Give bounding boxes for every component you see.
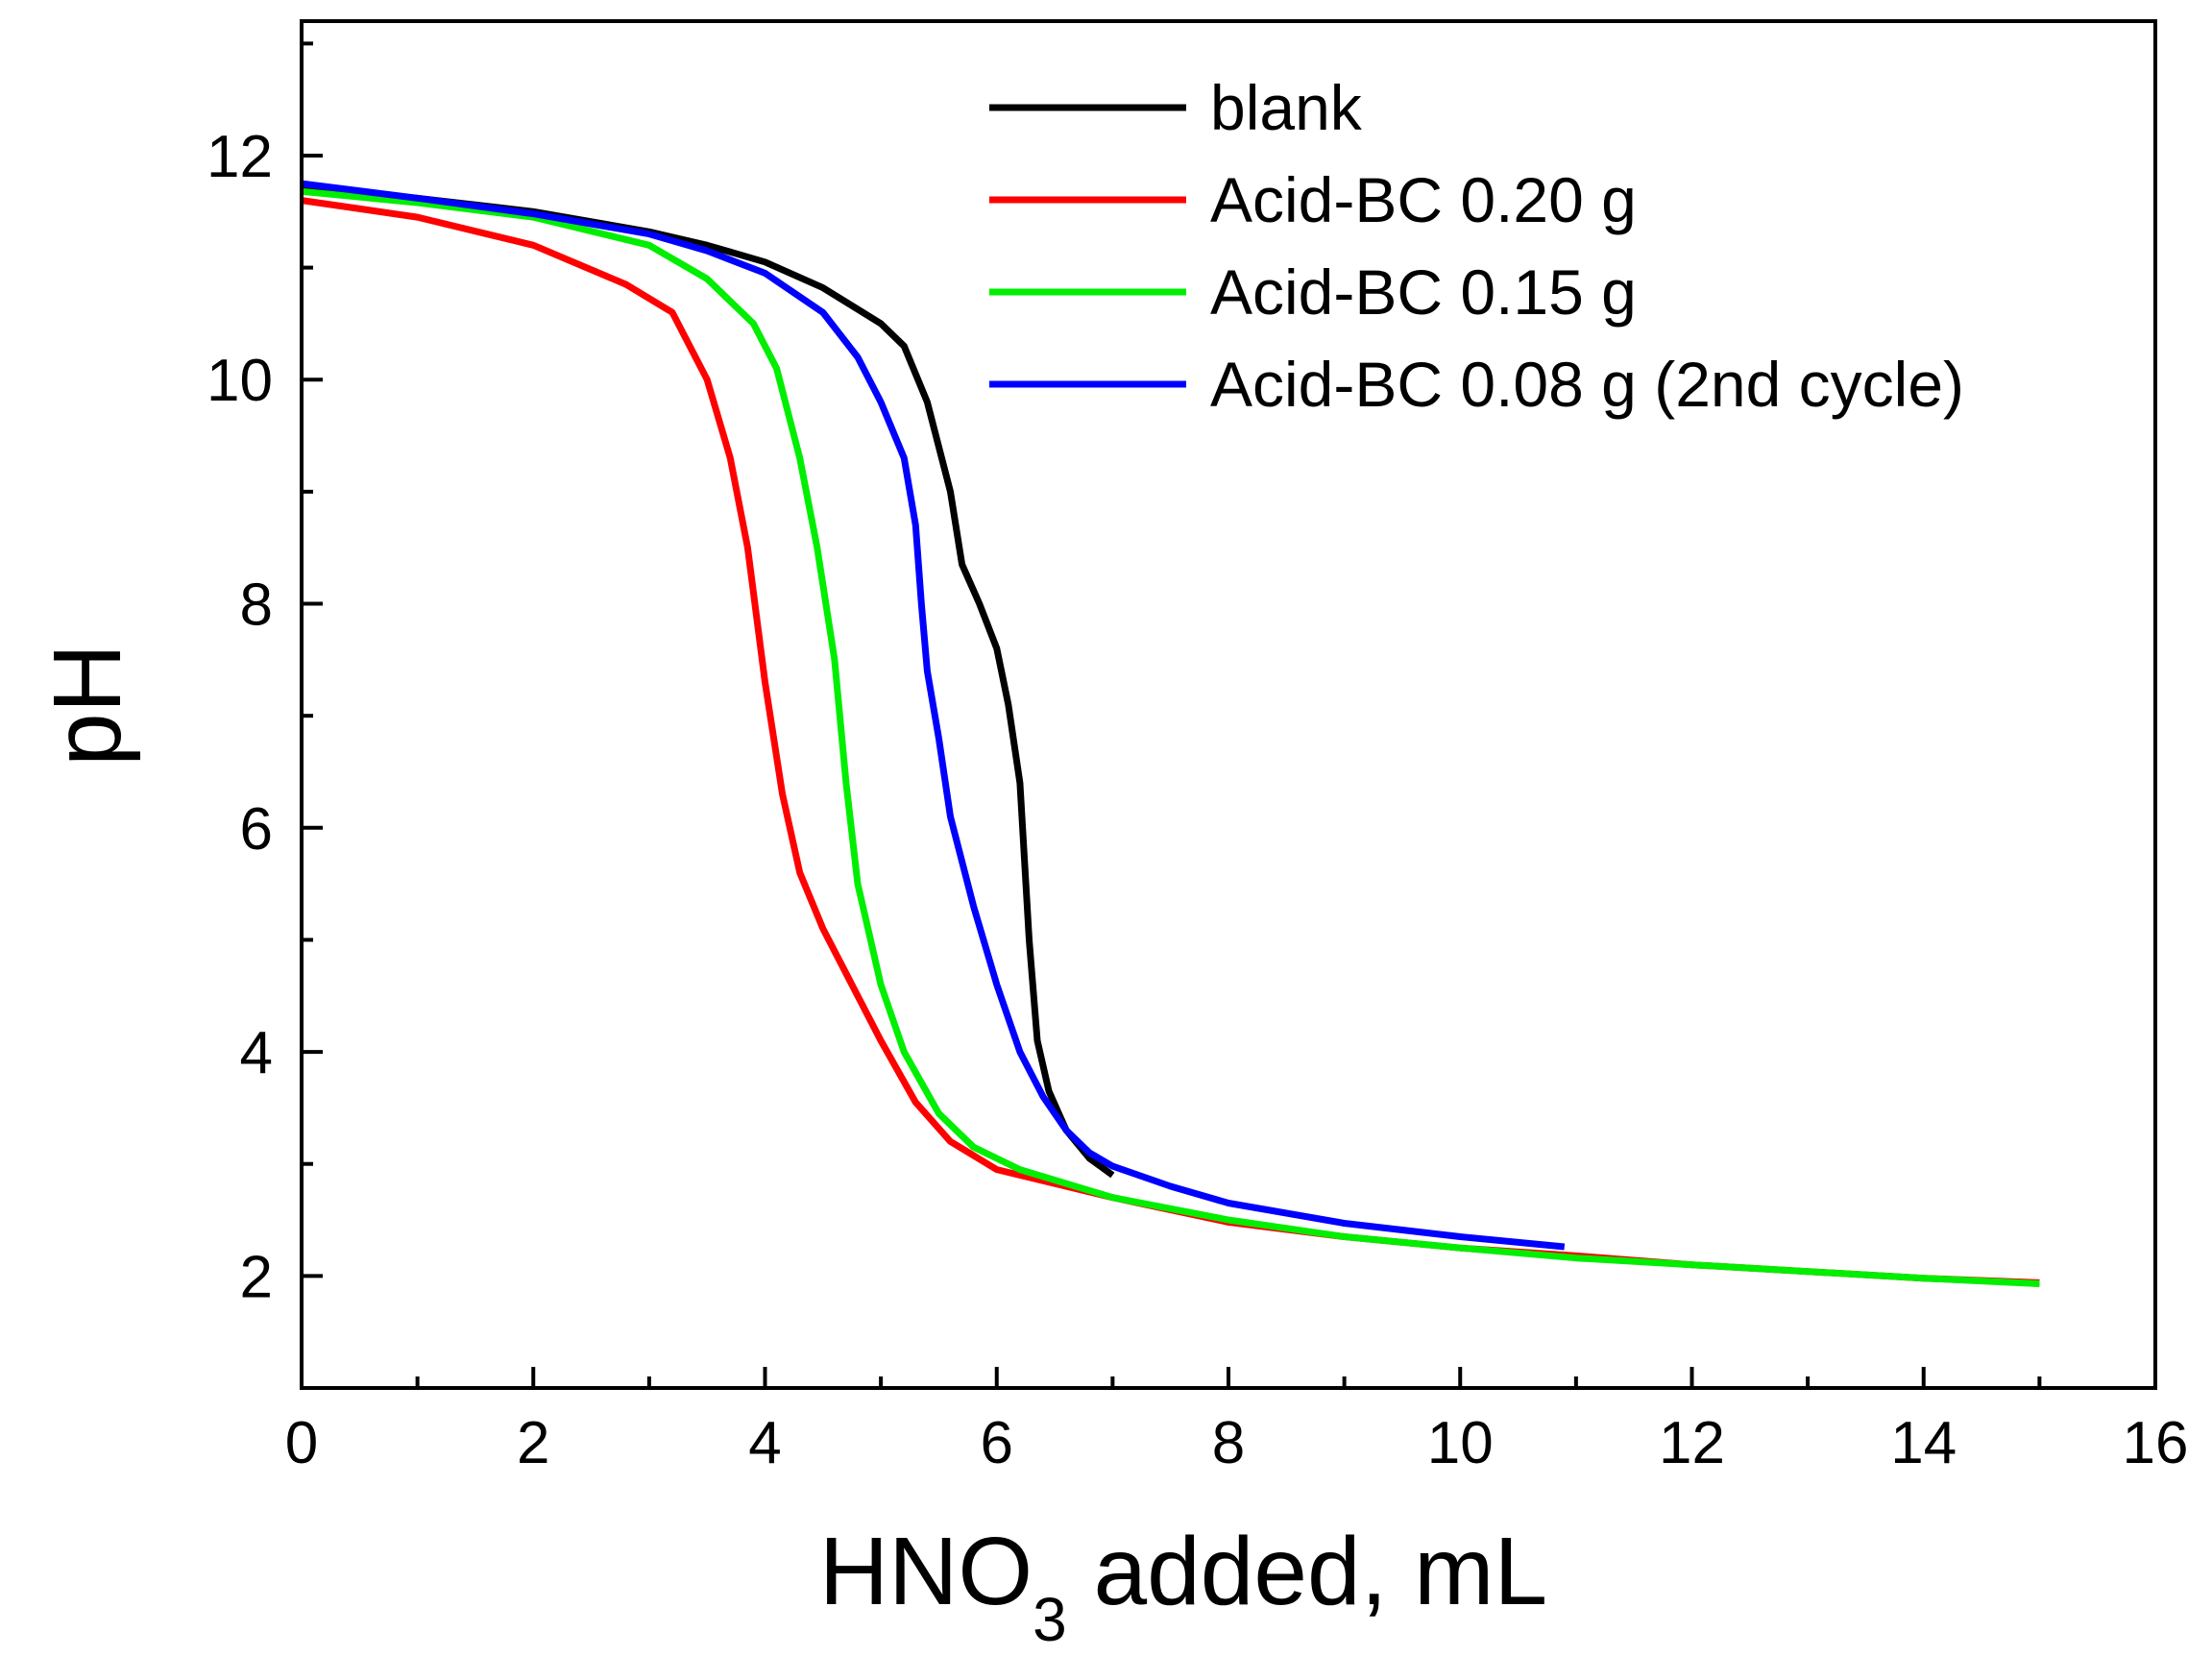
- series-line-acid-bc-0-15-g: [301, 187, 2040, 1287]
- legend-label-acid-bc-0-20-g: Acid-BC 0.20 g: [1210, 164, 1637, 235]
- x-tick-label: 0: [285, 1410, 318, 1476]
- y-tick-label: 6: [240, 796, 273, 863]
- x-axis-title-rest: added, mL: [1067, 1518, 1547, 1625]
- x-axis-title-main: HNO: [819, 1518, 1033, 1625]
- x-axis-title-subscript: 3: [1033, 1585, 1067, 1654]
- plot-frame: [300, 19, 2157, 1390]
- series-layer: [301, 180, 2040, 1287]
- x-tick-label: 16: [2123, 1410, 2189, 1476]
- x-tick-label: 2: [517, 1410, 549, 1476]
- x-axis-title: HNO3 added, mL: [819, 1518, 1547, 1654]
- series-line-acid-bc-0-08-g-2nd-cycle: [301, 180, 1566, 1251]
- series-line-blank: [301, 183, 1115, 1179]
- y-tick-label: 4: [240, 1020, 273, 1086]
- legend: blank Acid-BC 0.20 g Acid-BC 0.15 g Acid-BC…: [989, 72, 1964, 420]
- legend-label-acid-bc-0-15-g: Acid-BC 0.15 g: [1210, 256, 1637, 328]
- x-tick-label: 4: [748, 1410, 781, 1476]
- x-tick-label: 10: [1427, 1410, 1494, 1476]
- legend-label-acid-bc-0-08-g-2nd-cycle: Acid-BC 0.08 g (2nd cycle): [1210, 349, 1964, 420]
- y-tick-label: 2: [240, 1244, 273, 1310]
- x-tick-label: 8: [1212, 1410, 1245, 1476]
- x-tick-label: 6: [981, 1410, 1013, 1476]
- y-tick-label: 12: [207, 124, 273, 190]
- x-tick-label: 12: [1659, 1410, 1725, 1476]
- x-tick-label: 14: [1890, 1410, 1957, 1476]
- legend-label-blank: blank: [1210, 72, 1363, 143]
- y-axis-title: pH: [34, 644, 141, 767]
- y-tick-label: 10: [207, 348, 273, 414]
- y-tick-label: 8: [240, 572, 273, 639]
- tick-label-layer: 0 2 4 6 8 10 12 14 16 2 4 6 8 10 12: [207, 124, 2188, 1476]
